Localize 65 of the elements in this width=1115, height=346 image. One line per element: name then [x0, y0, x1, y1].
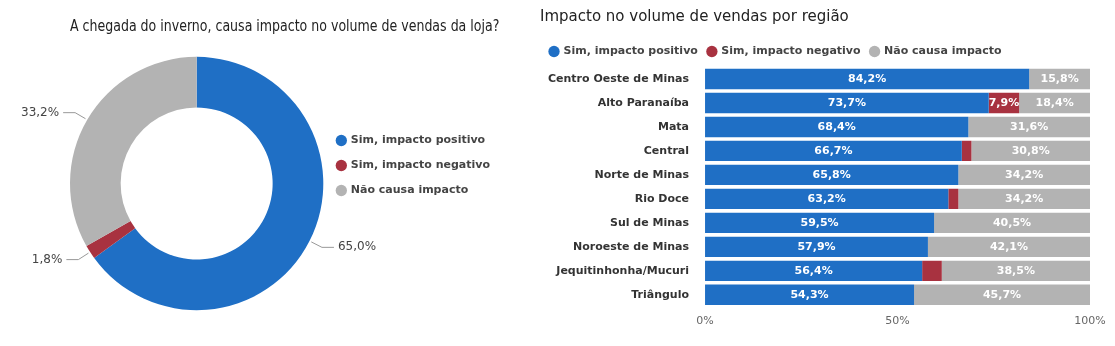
legend-label: Sim, impacto positivo	[350, 133, 486, 147]
data-label: 1,8%	[31, 251, 63, 266]
data-label: 65,0%	[337, 239, 377, 254]
y-tick-label: Norte de Minas	[594, 167, 690, 181]
bar	[941, 260, 1090, 282]
bar	[961, 140, 972, 162]
data-label: 38,5%	[996, 263, 1035, 277]
data-label: 66,7%	[814, 143, 853, 157]
y-tick-label: Triângulo	[631, 287, 690, 301]
data-label: 84,2%	[848, 71, 887, 85]
legend-label: Sim, impacto negativo	[721, 44, 862, 58]
bar	[705, 68, 1030, 90]
bar	[968, 116, 1090, 138]
bar	[705, 140, 962, 162]
data-label: 31,6%	[1010, 119, 1049, 133]
data-label: 65,8%	[812, 167, 851, 181]
data-label: 34,2%	[1005, 167, 1044, 181]
bar	[705, 284, 915, 305]
data-label: 63,2%	[807, 191, 846, 205]
y-tick-label: Alto Paranaíba	[597, 95, 690, 109]
bar	[705, 212, 935, 234]
bar	[705, 236, 928, 258]
chart-title: A chegada do inverno, causa impacto no volume de vendas da loja?	[70, 16, 500, 35]
data-label: 40,5%	[992, 215, 1032, 229]
x-tick-label: 50%	[885, 314, 910, 328]
data-label: 73,7%	[827, 95, 866, 109]
y-tick-label: Centro Oeste de Minas	[547, 71, 690, 85]
data-label: 68,4%	[817, 119, 856, 133]
y-tick-label: Mata	[657, 119, 690, 133]
data-label: 15,8%	[1040, 71, 1079, 85]
data-label: 18,4%	[1035, 95, 1074, 109]
bar	[914, 284, 1090, 305]
chart-title: Impacto no volume de vendas por região	[540, 6, 849, 25]
x-tick-label: 0%	[696, 314, 714, 328]
data-label: 54,3%	[790, 287, 829, 301]
y-tick-label: Sul de Minas	[609, 215, 690, 229]
legend-label: Não causa impacto	[350, 183, 469, 197]
x-tick-label: 100%	[1074, 314, 1106, 328]
legend-label: Sim, impacto positivo	[563, 44, 699, 58]
bar	[705, 116, 969, 138]
legend-label: Sim, impacto negativo	[350, 158, 491, 172]
bar	[705, 260, 923, 282]
y-tick-label: Jequitinhonha/Mucuri	[555, 263, 690, 277]
bar	[927, 236, 1090, 258]
data-label: 57,9%	[797, 239, 836, 253]
y-tick-label: Central	[643, 143, 690, 157]
y-tick-label: Noroeste de Minas	[573, 239, 690, 253]
bar	[958, 188, 1090, 210]
legend-label: Não causa impacto	[884, 44, 1002, 58]
y-tick-label: Rio Doce	[634, 191, 690, 205]
data-label: 7,9%	[988, 95, 1020, 109]
bar	[958, 164, 1090, 186]
data-label: 34,2%	[1005, 191, 1044, 205]
data-label: 42,1%	[989, 239, 1029, 253]
data-label: 59,5%	[800, 215, 839, 229]
bar	[922, 260, 942, 282]
data-label: 56,4%	[794, 263, 833, 277]
data-label: 45,7%	[982, 287, 1022, 301]
bar	[705, 188, 949, 210]
data-label: 33,2%	[21, 104, 60, 119]
bar	[705, 164, 959, 186]
bar	[705, 92, 989, 114]
bar	[948, 188, 959, 210]
data-label: 30,8%	[1011, 143, 1050, 157]
bar	[934, 212, 1090, 234]
